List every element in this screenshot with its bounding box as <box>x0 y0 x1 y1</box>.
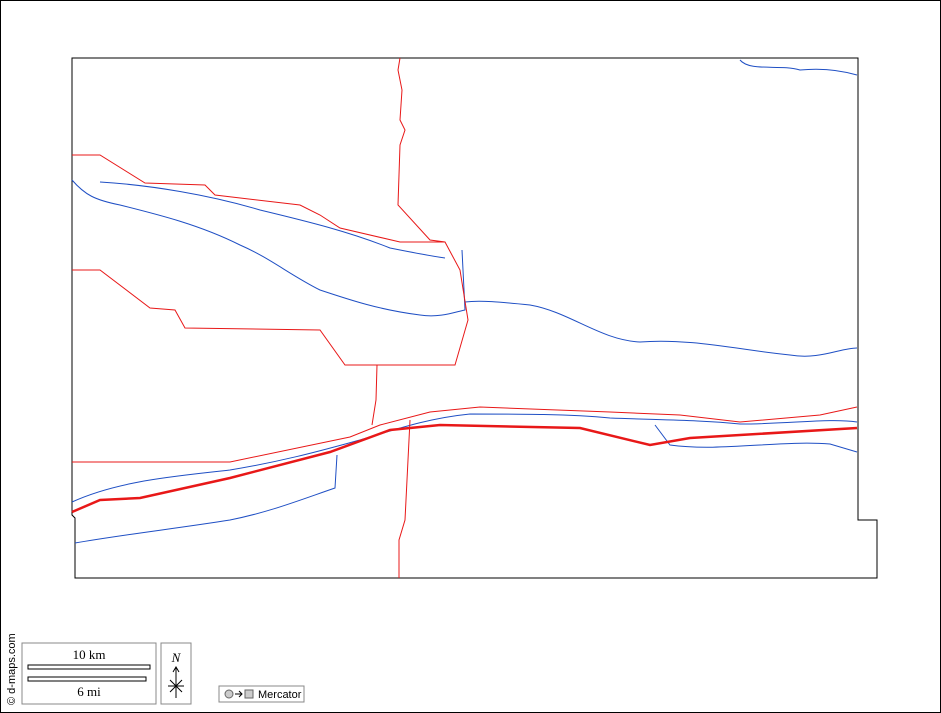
km-label: 10 km <box>73 647 106 662</box>
rivers <box>71 59 858 544</box>
scale-box <box>21 642 157 705</box>
road <box>72 57 469 366</box>
mi-bar <box>27 676 147 682</box>
km-bar <box>27 664 151 670</box>
compass-rose <box>168 666 184 698</box>
compass: N <box>160 642 192 705</box>
globe-icon <box>224 689 234 699</box>
plane-icon <box>244 689 254 699</box>
river <box>654 424 858 453</box>
roads <box>71 57 858 578</box>
scale-bar: 10 km 6 mi <box>21 642 157 705</box>
compass-label: N <box>171 650 182 665</box>
projection-label: Mercator <box>258 689 302 701</box>
credit: © d-maps.com <box>6 633 18 705</box>
road <box>398 419 411 578</box>
highway <box>71 423 858 514</box>
projection-box <box>218 685 305 703</box>
projection: Mercator <box>218 685 305 703</box>
river <box>99 181 446 259</box>
river <box>739 59 858 76</box>
river <box>71 413 858 503</box>
river <box>74 454 338 544</box>
mi-label: 6 mi <box>77 684 101 699</box>
road <box>371 364 378 426</box>
road <box>72 154 445 243</box>
road <box>72 406 858 463</box>
arrow-icon <box>235 690 243 698</box>
river <box>71 179 858 357</box>
county-outline <box>71 57 878 579</box>
